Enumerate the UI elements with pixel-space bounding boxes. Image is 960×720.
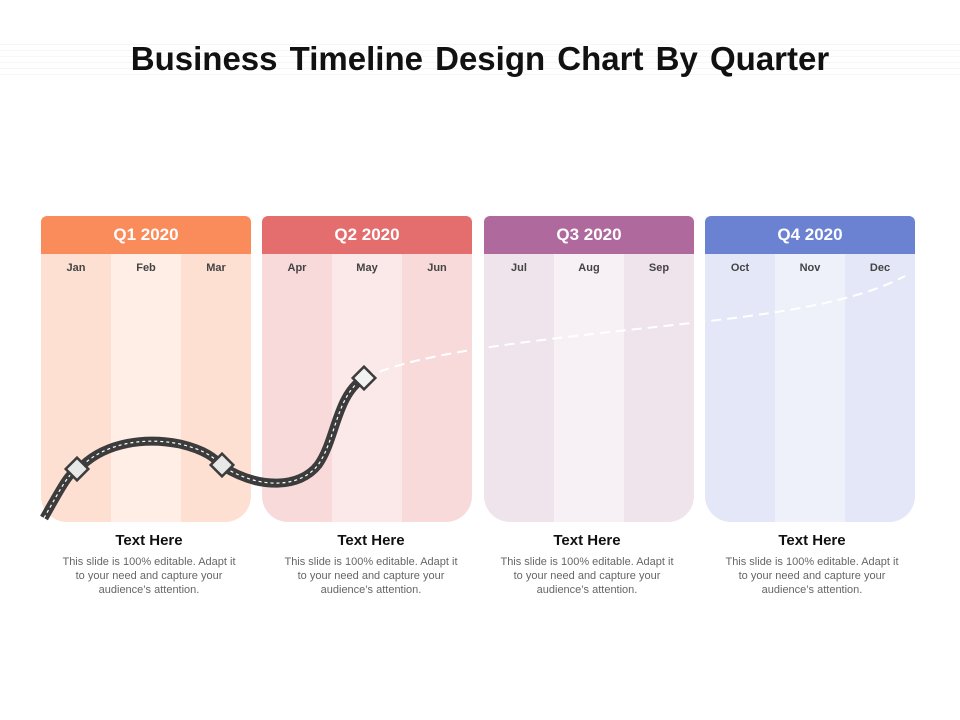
month-label: Feb bbox=[136, 262, 156, 274]
month-label: May bbox=[356, 262, 378, 274]
caption-description: This slide is 100% editable. Adapt it to… bbox=[62, 556, 236, 596]
road-center-dash bbox=[43, 377, 365, 519]
caption-q3: Text Here This slide is 100% editable. A… bbox=[482, 532, 692, 597]
quarter-body: Apr May Jun bbox=[262, 254, 472, 522]
caption-description: This slide is 100% editable. Adapt it to… bbox=[725, 556, 899, 596]
month-label: Oct bbox=[730, 262, 750, 274]
month-label: Dec bbox=[869, 262, 891, 274]
month-column: Aug bbox=[554, 254, 624, 522]
month-label: Jul bbox=[511, 262, 527, 274]
month-column: Dec bbox=[845, 254, 915, 522]
month-label: Aug bbox=[578, 262, 600, 274]
milestone-marker bbox=[63, 455, 91, 483]
road-path bbox=[40, 374, 367, 521]
quarter-header: Q4 2020 bbox=[705, 216, 915, 254]
quarter-header: Q2 2020 bbox=[262, 216, 472, 254]
caption-q2: Text Here This slide is 100% editable. A… bbox=[266, 532, 476, 597]
caption-title: Text Here bbox=[337, 532, 405, 549]
caption-description: This slide is 100% editable. Adapt it to… bbox=[500, 556, 674, 596]
caption-title: Text Here bbox=[115, 532, 183, 549]
month-column: Feb bbox=[111, 254, 181, 522]
caption-description: This slide is 100% editable. Adapt it to… bbox=[284, 556, 458, 596]
month-column: Jul bbox=[484, 254, 554, 522]
month-label: Nov bbox=[799, 262, 821, 274]
title-background-lines bbox=[0, 44, 960, 80]
quarter-card-q3: Q3 2020 Jul Aug Sep bbox=[484, 216, 694, 522]
quarter-header: Q1 2020 bbox=[41, 216, 251, 254]
quarter-body: Jul Aug Sep bbox=[484, 254, 694, 522]
month-column: Jun bbox=[402, 254, 472, 522]
future-dashed-path bbox=[364, 275, 906, 379]
month-column: Sep bbox=[624, 254, 694, 522]
month-label: Apr bbox=[287, 262, 307, 274]
quarter-card-q2: Q2 2020 Apr May Jun bbox=[262, 216, 472, 522]
caption-title: Text Here bbox=[778, 532, 846, 549]
page-title: Business Timeline Design Chart By Quarte… bbox=[130, 40, 830, 77]
month-label: Jan bbox=[66, 262, 86, 274]
caption-q1: Text Here This slide is 100% editable. A… bbox=[44, 532, 254, 597]
quarter-card-q4: Q4 2020 Oct Nov Dec bbox=[705, 216, 915, 522]
milestone-marker bbox=[208, 451, 236, 479]
month-column: Nov bbox=[775, 254, 845, 522]
month-label: Jun bbox=[427, 262, 447, 274]
milestone-marker bbox=[350, 364, 378, 392]
quarter-body: Oct Nov Dec bbox=[705, 254, 915, 522]
month-label: Sep bbox=[648, 262, 670, 274]
quarter-header: Q3 2020 bbox=[484, 216, 694, 254]
caption-q4: Text Here This slide is 100% editable. A… bbox=[707, 532, 917, 597]
month-column: Oct bbox=[705, 254, 775, 522]
month-label: Mar bbox=[206, 262, 226, 274]
caption-title: Text Here bbox=[553, 532, 621, 549]
